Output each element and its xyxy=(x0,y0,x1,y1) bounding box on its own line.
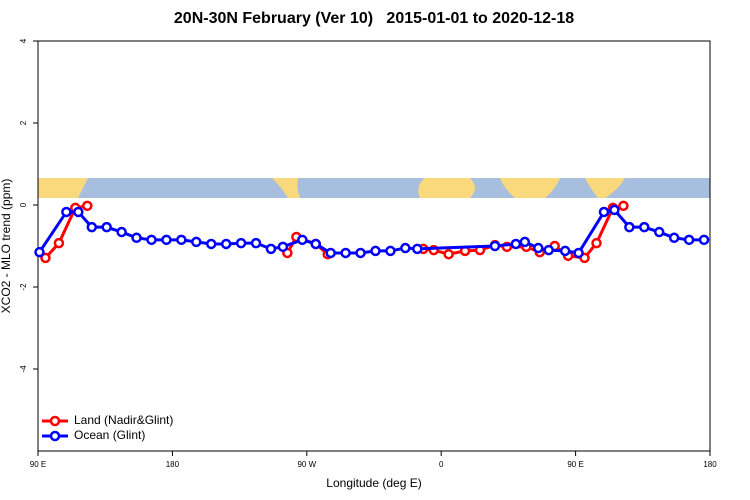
x-tick-label: 180 xyxy=(703,460,717,469)
data-point xyxy=(73,206,84,218)
legend-label: Land (Nadir&Glint) xyxy=(74,413,173,427)
data-point xyxy=(310,238,322,250)
legend-label: Ocean (Glint) xyxy=(74,428,145,442)
data-point xyxy=(412,243,423,255)
data-point xyxy=(61,206,72,218)
data-point xyxy=(191,236,202,248)
x-tick-label: 180 xyxy=(166,460,180,469)
x-tick-label: 90 E xyxy=(30,460,46,469)
data-point xyxy=(385,245,396,257)
legend-marker xyxy=(49,430,61,442)
data-point xyxy=(235,237,247,249)
data-point xyxy=(559,245,571,257)
data-point xyxy=(161,234,172,246)
data-point xyxy=(443,248,454,260)
data-point xyxy=(297,234,308,246)
data-point xyxy=(116,226,127,238)
data-point xyxy=(639,221,650,233)
chart-title: 20N-30N February (Ver 10) 2015-01-01 to … xyxy=(174,10,574,27)
x-tick-label: 0 xyxy=(439,460,444,469)
series-line xyxy=(44,204,88,259)
data-point xyxy=(40,252,51,264)
data-point xyxy=(543,244,554,256)
data-point xyxy=(653,226,665,238)
x-tick-label: 90 W xyxy=(297,460,316,469)
data-point xyxy=(176,234,187,246)
data-point xyxy=(591,237,602,249)
data-point xyxy=(53,237,65,249)
data-point xyxy=(624,221,635,233)
data-point xyxy=(355,247,366,259)
data-point xyxy=(618,200,629,212)
data-point xyxy=(533,242,544,254)
data-point xyxy=(277,241,289,253)
data-point xyxy=(250,237,262,249)
x-axis-label: Longitude (deg E) xyxy=(326,476,421,490)
data-point xyxy=(609,204,620,216)
y-tick-label: 4 xyxy=(19,38,28,43)
data-point xyxy=(698,234,710,246)
data-point xyxy=(340,247,351,259)
data-point xyxy=(86,221,98,233)
y-tick-label: -2 xyxy=(19,283,28,291)
data-point xyxy=(265,243,277,255)
data-point xyxy=(205,238,217,250)
y-axis-label: XCO2 - MLO trend (ppm) xyxy=(0,179,13,314)
legend-marker xyxy=(49,415,61,427)
data-point xyxy=(519,236,531,248)
data-point xyxy=(400,242,411,254)
data-point xyxy=(101,221,112,233)
x-tick-label: 90 E xyxy=(567,460,583,469)
data-point xyxy=(82,200,93,212)
data-point xyxy=(683,234,695,246)
y-tick-label: 0 xyxy=(19,202,28,207)
data-point xyxy=(34,246,45,258)
data-point xyxy=(370,245,381,257)
y-tick-label: 2 xyxy=(19,120,28,125)
y-tick-label: -4 xyxy=(19,365,28,373)
data-point xyxy=(220,238,232,250)
data-point xyxy=(131,232,142,244)
data-point xyxy=(489,240,501,252)
data-point xyxy=(325,247,336,259)
plot-frame xyxy=(37,40,711,452)
map-strip xyxy=(38,178,710,198)
data-point xyxy=(668,232,680,244)
data-point xyxy=(598,206,610,218)
data-point xyxy=(146,234,157,246)
data-point xyxy=(510,238,522,250)
data-point xyxy=(573,247,584,259)
